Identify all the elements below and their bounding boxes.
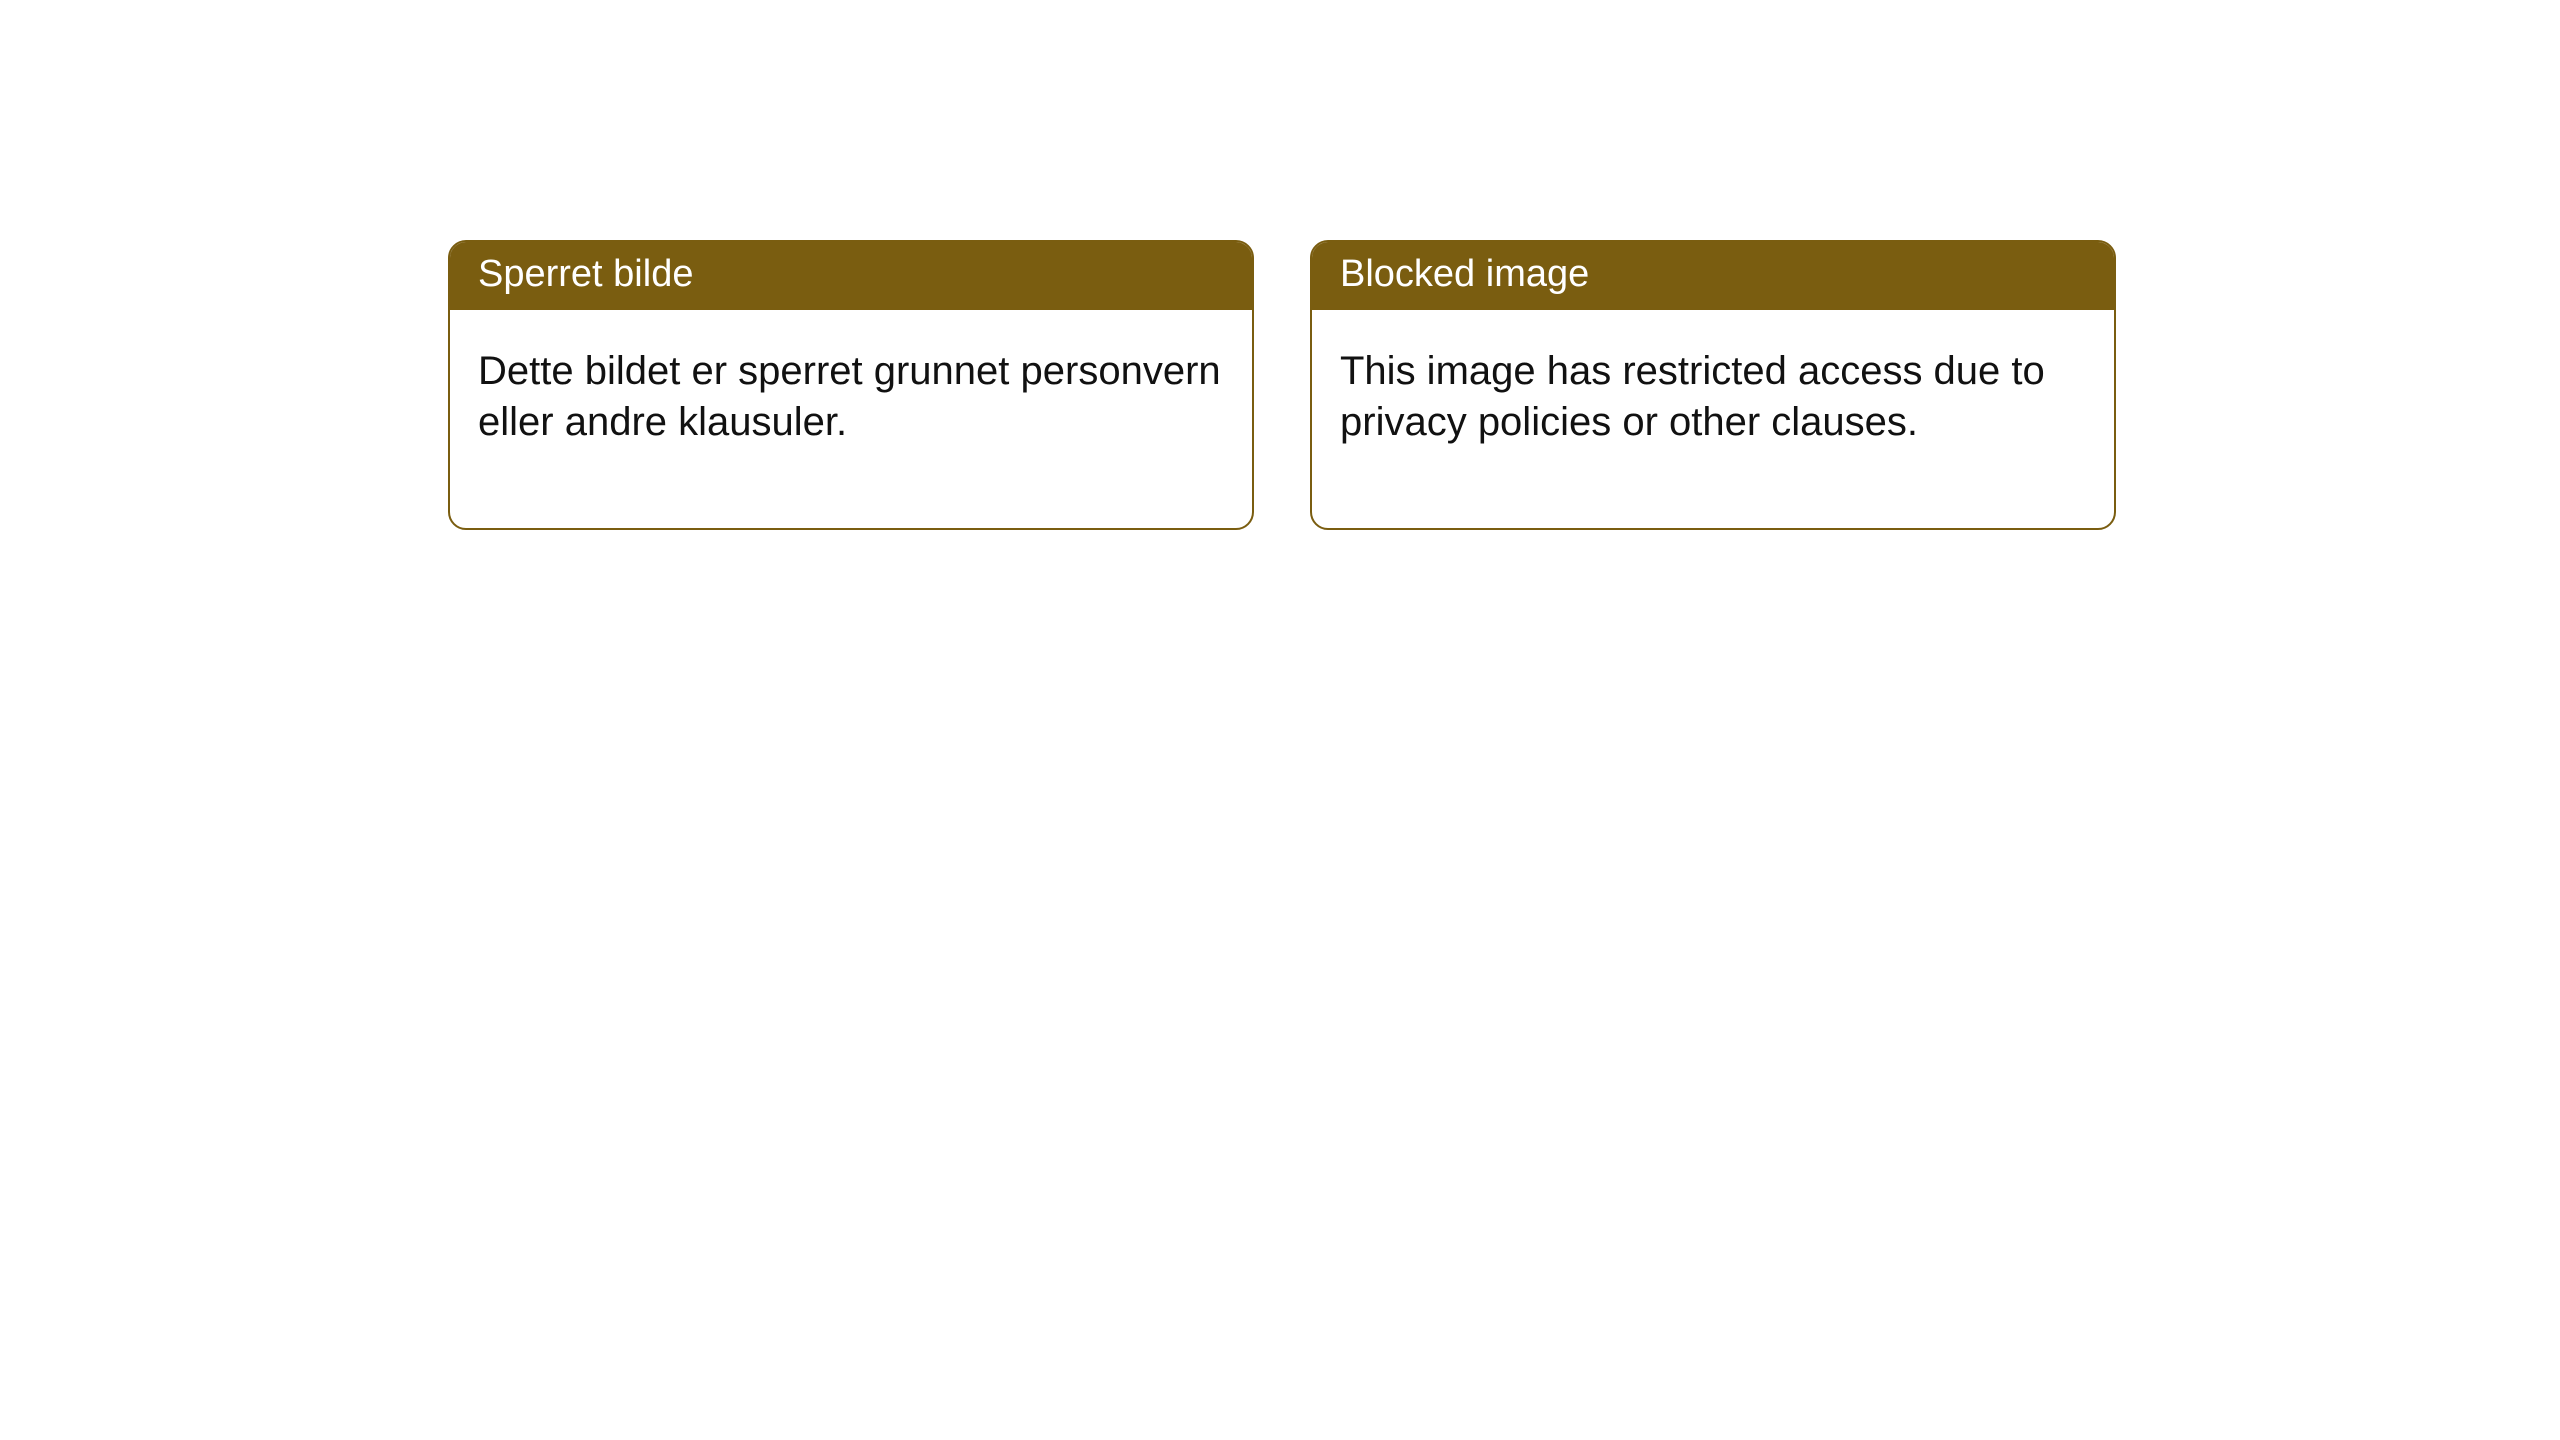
- notice-card-en: Blocked image This image has restricted …: [1310, 240, 2116, 530]
- notice-title-no: Sperret bilde: [450, 242, 1252, 310]
- notice-container: Sperret bilde Dette bildet er sperret gr…: [448, 240, 2116, 530]
- notice-card-no: Sperret bilde Dette bildet er sperret gr…: [448, 240, 1254, 530]
- notice-body-no: Dette bildet er sperret grunnet personve…: [450, 310, 1252, 528]
- notice-title-en: Blocked image: [1312, 242, 2114, 310]
- notice-body-en: This image has restricted access due to …: [1312, 310, 2114, 528]
